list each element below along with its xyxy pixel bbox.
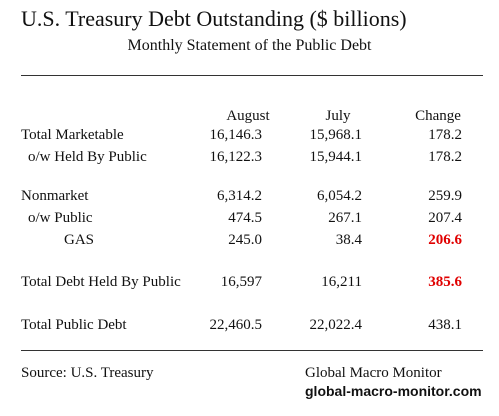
cell-july: 6,054.2 [317, 188, 362, 204]
row-label: o/w Held By Public [28, 149, 147, 165]
footer-url: global-macro-monitor.com [305, 383, 482, 399]
cell-august: 16,597 [220, 274, 262, 290]
cell-change: 438.1 [428, 317, 462, 333]
cell-change: 259.9 [428, 188, 462, 204]
footer-source: Source: U.S. Treasury [21, 365, 154, 381]
cell-change: 178.2 [428, 149, 462, 165]
cell-august: 474.5 [228, 210, 262, 226]
cell-july: 267.1 [328, 210, 362, 226]
cell-august: 6,314.2 [217, 188, 262, 204]
cell-change: 207.4 [428, 210, 462, 226]
page-title: U.S. Treasury Debt Outstanding ($ billio… [21, 6, 407, 31]
cell-july: 15,968.1 [309, 127, 363, 143]
header-july: July [325, 108, 351, 124]
cell-july: 38.4 [335, 232, 362, 248]
top-divider [21, 75, 483, 76]
cell-change-highlight: 385.6 [428, 274, 462, 290]
row-label: Total Marketable [21, 127, 124, 143]
cell-july: 15,944.1 [309, 149, 363, 165]
row-label: Total Debt Held By Public [21, 274, 181, 290]
row-label: GAS [64, 232, 95, 248]
cell-change-highlight: 206.6 [428, 232, 462, 248]
page-subtitle: Monthly Statement of the Public Debt [127, 37, 372, 54]
cell-august: 16,122.3 [209, 149, 263, 165]
header-change: Change [415, 108, 461, 124]
cell-august: 16,146.3 [209, 127, 263, 143]
footer-brand: Global Macro Monitor [305, 365, 442, 381]
cell-august: 22,460.5 [209, 317, 263, 333]
cell-july: 16,211 [321, 274, 362, 290]
bottom-divider [21, 350, 483, 351]
cell-change: 178.2 [428, 127, 462, 143]
cell-july: 22,022.4 [309, 317, 363, 333]
row-label: Total Public Debt [21, 317, 127, 333]
header-august: August [226, 108, 270, 124]
row-label: Nonmarket [21, 188, 89, 204]
row-label: o/w Public [28, 210, 93, 226]
cell-august: 245.0 [228, 232, 262, 248]
